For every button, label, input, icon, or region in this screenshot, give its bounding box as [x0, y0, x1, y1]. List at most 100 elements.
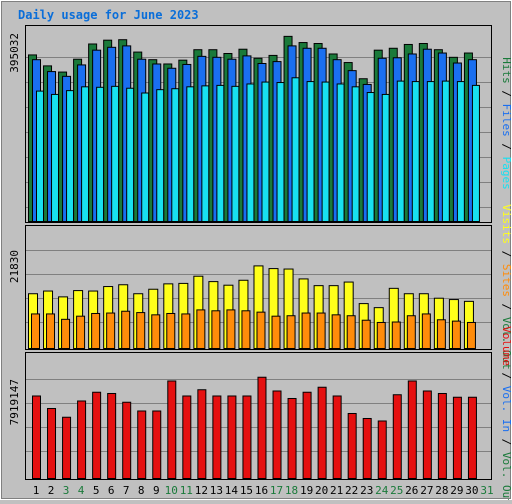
panel-daily-volume: 7919147 Volume / Vol. In / Vol. Out [8, 326, 512, 504]
bar-pages-day-4 [81, 86, 90, 222]
bar-volume-day-22 [347, 412, 357, 480]
right-legend-part-4: Vol. Out [500, 317, 512, 370]
bar-volume-day-20 [317, 386, 327, 479]
bar-sites-day-15 [241, 310, 251, 350]
right-legend-daily-visits-sites: Visits / Sites / Vol. Out [500, 204, 512, 370]
bar-pages-day-10 [171, 88, 180, 222]
bar-pages-day-1 [36, 90, 44, 223]
bar-volume-day-17 [272, 390, 282, 479]
bar-sites-day-24 [376, 321, 386, 349]
bar-sites-day-11 [181, 313, 191, 349]
x-label-day-18: 18 [285, 484, 298, 497]
right-legend-part-3: / [500, 297, 512, 317]
bar-pages-day-25 [396, 80, 405, 222]
bar-sites-day-19 [301, 312, 311, 349]
right-legend-part-1: / [500, 84, 512, 104]
right-legend-daily-volume: Volume / Vol. In / Vol. Out [500, 326, 512, 500]
bar-sites-day-27 [421, 313, 431, 349]
bar-sites-day-3 [61, 318, 71, 350]
x-label-day-3: 3 [63, 484, 70, 497]
bar-sites-day-4 [76, 315, 86, 350]
x-label-day-14: 14 [225, 484, 239, 497]
bar-pages-day-27 [426, 81, 435, 223]
right-legend-part-1: / [500, 244, 512, 264]
bar-pages-day-8 [141, 92, 150, 223]
bar-volume-day-26 [407, 380, 417, 480]
bar-sites-day-23 [361, 319, 371, 350]
bar-volume-day-1 [32, 395, 41, 480]
bar-pages-day-9 [156, 89, 165, 223]
chart-title: Daily usage for June 2023 [18, 8, 199, 22]
bar-sites-day-20 [316, 312, 326, 349]
y-max-label-daily-visits-sites: 21830 [8, 250, 21, 283]
bar-pages-day-17 [276, 82, 285, 222]
bar-sites-day-16 [256, 311, 266, 350]
y-max-label-daily-hits-files-pages: 395032 [8, 33, 21, 73]
bar-volume-day-15 [242, 395, 252, 480]
bar-volume-day-19 [302, 391, 312, 480]
x-label-day-13: 13 [210, 484, 223, 497]
right-legend-part-3: / [500, 137, 512, 157]
bar-volume-day-7 [122, 401, 132, 480]
right-legend-daily-hits-files-pages: Hits / Files / Pages [500, 57, 512, 190]
bar-pages-day-30 [471, 84, 480, 222]
bar-sites-day-13 [211, 310, 221, 350]
x-label-day-7: 7 [123, 484, 130, 497]
x-label-day-17: 17 [270, 484, 283, 497]
x-label-day-22: 22 [345, 484, 358, 497]
bar-volume-day-24 [377, 420, 387, 479]
x-label-day-10: 10 [165, 484, 178, 497]
bar-sites-day-30 [466, 321, 476, 349]
bar-pages-day-15 [246, 83, 255, 222]
x-label-day-30: 30 [465, 484, 478, 497]
bar-volume-day-6 [107, 392, 117, 479]
right-legend-part-3: / [500, 432, 512, 452]
bar-sites-day-8 [136, 312, 146, 349]
x-label-day-24: 24 [375, 484, 389, 497]
x-label-day-11: 11 [180, 484, 193, 497]
bar-sites-day-25 [391, 321, 401, 350]
bar-volume-day-12 [197, 389, 207, 480]
x-label-day-21: 21 [330, 484, 343, 497]
x-label-day-1: 1 [33, 484, 40, 497]
bar-volume-day-16 [257, 376, 267, 480]
bar-volume-day-3 [62, 416, 72, 480]
bar-pages-day-29 [456, 81, 465, 223]
bar-sites-day-2 [46, 313, 56, 349]
x-label-day-28: 28 [435, 484, 448, 497]
bar-pages-day-22 [351, 86, 360, 222]
bar-volume-day-2 [47, 407, 57, 479]
bar-volume-day-18 [287, 397, 297, 480]
x-label-day-6: 6 [108, 484, 115, 497]
x-label-day-31: 31 [480, 484, 493, 497]
bar-pages-day-7 [126, 87, 135, 222]
bar-pages-day-14 [231, 85, 240, 223]
right-legend-part-4: Pages [500, 157, 512, 190]
bar-volume-day-4 [77, 400, 87, 479]
x-label-day-19: 19 [300, 484, 313, 497]
bar-pages-day-2 [51, 93, 60, 222]
bar-pages-day-13 [216, 84, 225, 222]
bar-pages-day-24 [381, 93, 390, 222]
x-label-day-5: 5 [93, 484, 100, 497]
bar-sites-day-6 [106, 312, 116, 349]
bar-pages-day-28 [441, 80, 450, 222]
bar-pages-day-3 [66, 90, 75, 222]
right-legend-part-0: Hits [500, 57, 512, 84]
bar-sites-day-28 [436, 319, 446, 349]
bar-volume-day-8 [137, 410, 147, 480]
bar-volume-day-11 [182, 395, 192, 480]
bar-volume-day-14 [227, 395, 237, 480]
bar-pages-day-12 [201, 85, 210, 222]
bar-volume-day-10 [167, 380, 177, 480]
right-legend-part-0: Visits [500, 204, 512, 244]
bar-volume-day-21 [332, 395, 342, 480]
bar-sites-day-12 [196, 309, 206, 349]
x-label-day-23: 23 [360, 484, 373, 497]
bar-pages-day-16 [261, 81, 270, 222]
bar-volume-day-28 [437, 392, 447, 479]
bar-sites-day-22 [346, 315, 356, 349]
x-label-day-26: 26 [405, 484, 418, 497]
x-label-day-4: 4 [78, 484, 85, 497]
x-label-day-29: 29 [450, 484, 463, 497]
